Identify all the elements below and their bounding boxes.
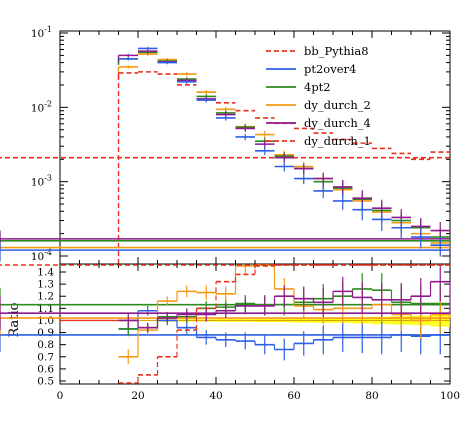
legend-label: dy_durch_4 (304, 116, 371, 130)
x-tick-label: 60 (287, 390, 300, 402)
ratio-series-dy-durch-4 (0, 265, 451, 333)
ratio-y-tick-label: 1.3 (37, 279, 54, 291)
ratio-y-tick-label: 0.7 (37, 351, 54, 363)
main-series-dy-durch-4 (0, 49, 450, 251)
ratio-y-tick-label: 0.5 (37, 376, 54, 388)
y-tick-label: 10-3 (31, 174, 52, 189)
legend-entry: dy_durch_1 (266, 134, 371, 148)
main-series-bb-pythia8 (0, 71, 450, 161)
ratio-axis-title: Ratio (7, 302, 22, 337)
x-tick-label: 40 (209, 390, 222, 402)
legend-label: dy_durch_2 (304, 98, 371, 112)
ratio-y-tick-label: 1.0 (37, 315, 54, 327)
legend-entry: pt2over4 (266, 62, 356, 76)
ratio-series-dy-durch-2 (0, 264, 451, 365)
ratio-y-tick-label: 0.6 (37, 363, 54, 375)
main-series-pt2over4 (0, 46, 450, 262)
legend-label: bb_Pythia8 (304, 44, 369, 58)
x-tick-label: 0 (57, 390, 64, 402)
legend: bb_Pythia8 pt2over4 4pt2 dy_durch_2 dy_durch… (266, 44, 371, 148)
ratio-y-tick-label: 0.8 (37, 339, 54, 351)
x-tick-label: 20 (131, 390, 144, 402)
ratio-plot-panel: 0 20 40 60 80 100 0.50.60.70.80.91.01.11.21.31… (0, 263, 460, 402)
ratio-y-tick-label: 1.4 (37, 267, 54, 279)
ratio-y-tick-label: 0.9 (37, 327, 54, 339)
y-tick-label: 10-2 (31, 99, 52, 114)
legend-label: pt2over4 (304, 62, 356, 76)
legend-entry: dy_durch_4 (266, 116, 371, 130)
ratio-y-tick-label: 1.1 (37, 303, 54, 315)
legend-label: dy_durch_1 (304, 134, 371, 148)
legend-label: 4pt2 (304, 80, 331, 94)
y-tick-label: 10-1 (31, 25, 52, 40)
legend-entry: dy_durch_2 (266, 98, 371, 112)
ratio-y-tick-label: 1.2 (37, 291, 54, 303)
x-tick-label: 100 (440, 390, 460, 402)
legend-entry: 4pt2 (266, 80, 331, 94)
ratio-series-pt2over4 (0, 305, 450, 361)
main-plot-panel: 10-4 10-3 10-2 10-1 (0, 25, 451, 265)
legend-entry: bb_Pythia8 (266, 44, 369, 58)
x-tick-label: 80 (365, 390, 378, 402)
ratio-series-bb-pythia8 (0, 264, 450, 384)
y-tick-label: 10-4 (31, 248, 52, 263)
main-series-4pt2 (0, 50, 450, 253)
main-series-dy-durch-2 (0, 52, 450, 260)
